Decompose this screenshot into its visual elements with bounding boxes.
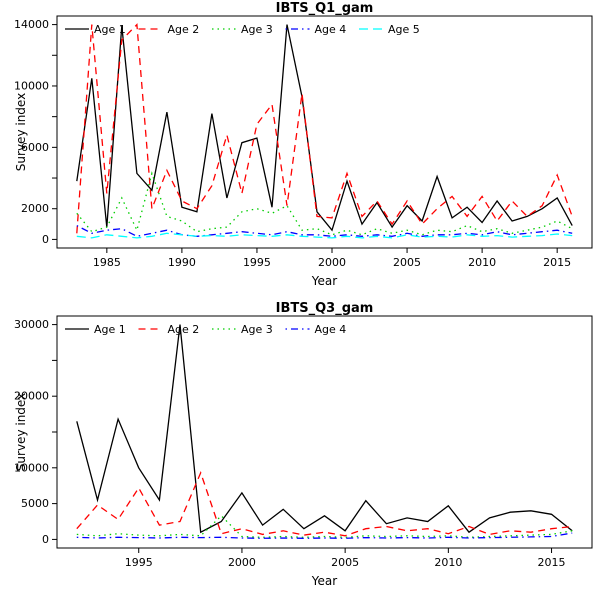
x-tick-label: 2000	[228, 556, 256, 569]
series-line-age-1	[76, 324, 573, 534]
x-tick-label: 2000	[318, 256, 346, 269]
x-tick-label: 1985	[93, 256, 121, 269]
q3-x-axis-label: Year	[311, 574, 338, 588]
q1-x-axis-label: Year	[311, 274, 338, 288]
legend-label: Age 3	[241, 323, 273, 336]
legend-label: Age 3	[241, 23, 273, 36]
q3-chart-canvas: 1995 2000 2005 2010 2015 0 5000 10000 20000 30000…	[14, 315, 593, 569]
series-line-age-2	[76, 470, 573, 537]
q1-chart-title: IBTS_Q1_gam	[275, 1, 374, 16]
x-tick-label: 2010	[434, 556, 462, 569]
plot-border	[56, 315, 593, 549]
x-tick-label: 2015	[543, 256, 571, 269]
plot-border	[56, 15, 593, 249]
x-tick-label: 1995	[243, 256, 271, 269]
y-tick-label: 6000	[21, 141, 49, 154]
q3-chart: 1995 2000 2005 2010 2015 0 5000 10000 20000 30000…	[0, 300, 600, 600]
y-tick-label: 5000	[21, 497, 49, 510]
y-tick-label: 0	[42, 233, 49, 246]
legend-label: Age 5	[388, 23, 420, 36]
y-tick-label: 10000	[14, 79, 49, 92]
x-tick-label: 2005	[331, 556, 359, 569]
q3-y-axis-label: Survey index	[14, 392, 28, 472]
series-line-age-4	[76, 225, 573, 237]
series-line-age-2	[76, 23, 573, 234]
x-tick-label: 1990	[168, 256, 196, 269]
legend-label: Age 4	[315, 23, 347, 36]
y-tick-label: 14000	[14, 18, 49, 31]
x-tick-label: 2015	[538, 556, 566, 569]
series-line-age-3	[76, 514, 573, 538]
legend-label: Age 1	[94, 323, 126, 336]
x-tick-label: 2005	[393, 256, 421, 269]
q1-y-axis-label: Survey index	[14, 92, 28, 172]
legend-label: Age 4	[315, 323, 347, 336]
series-line-age-1	[76, 24, 573, 232]
legend-label: Age 1	[94, 23, 126, 36]
q1-chart: 1985 1990 1995 2000 2005 2010 2015 0 2000 6000 100…	[14, 1, 593, 288]
y-tick-label: 30000	[14, 318, 49, 331]
y-tick-label: 2000	[21, 202, 49, 215]
q1-chart-canvas: 1985 1990 1995 2000 2005 2010 2015 0 2000 6000 100…	[14, 15, 593, 269]
series-line-age-4	[76, 532, 573, 539]
x-tick-label: 2010	[468, 256, 496, 269]
y-tick-label: 0	[42, 533, 49, 546]
x-tick-label: 1995	[125, 556, 153, 569]
y-tick-label: 20000	[14, 390, 49, 403]
y-tick-label: 10000	[14, 461, 49, 474]
legend-label: Age 2	[168, 23, 200, 36]
legend-label: Age 2	[168, 323, 200, 336]
q3-chart-title: IBTS_Q3_gam	[275, 301, 374, 316]
